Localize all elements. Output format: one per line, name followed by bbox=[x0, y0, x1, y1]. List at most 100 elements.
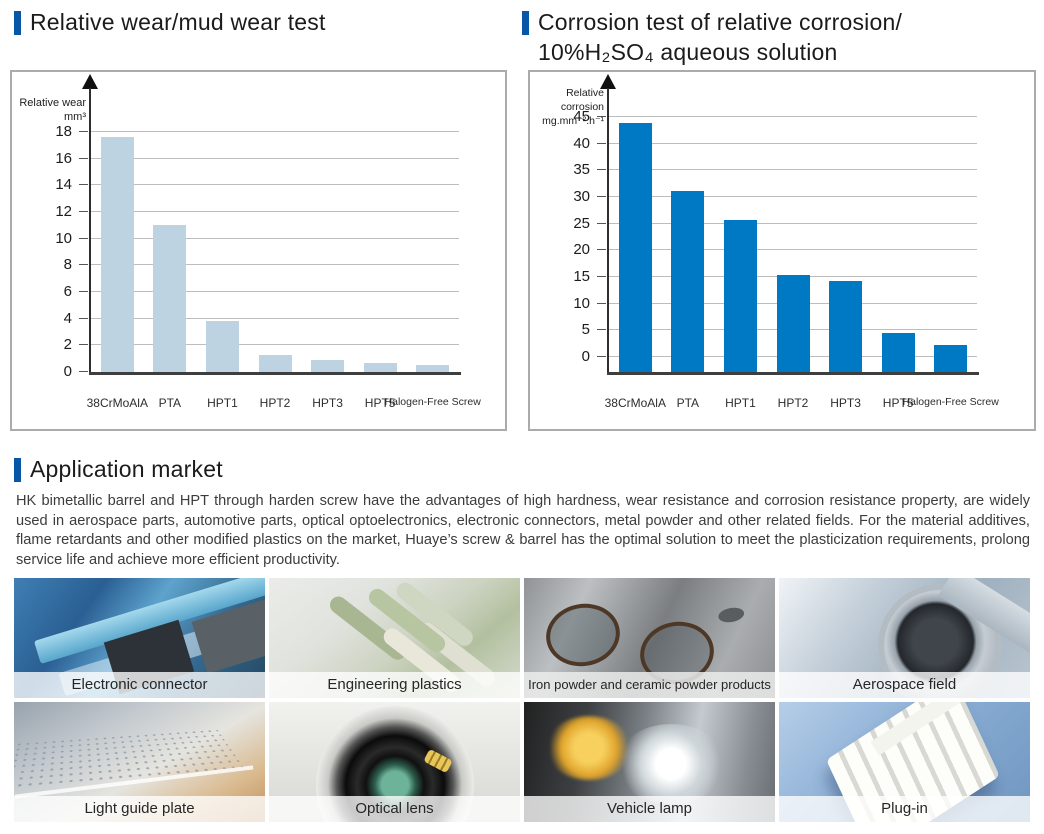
y-tick-mark bbox=[597, 222, 606, 224]
y-tick-label: 2 bbox=[63, 336, 72, 354]
gallery-caption: Light guide plate bbox=[14, 796, 265, 822]
x-category-label: HPT2 bbox=[259, 396, 291, 410]
gallery-caption: Vehicle lamp bbox=[524, 796, 775, 822]
y-axis-arrow-icon bbox=[82, 74, 98, 89]
bar-hpt2 bbox=[258, 354, 292, 372]
wear-y-ticks: 0 2 4 6 8 10 12 14 16 18 bbox=[12, 72, 89, 380]
y-tick-mark bbox=[597, 116, 606, 117]
x-category-label: HPT3 bbox=[830, 396, 861, 410]
y-tick-mark bbox=[597, 249, 606, 251]
y-tick-mark bbox=[597, 356, 606, 357]
gallery-caption: Plug-in bbox=[779, 796, 1030, 822]
corrosion-section-title: Corrosion test of relative corrosion/10%… bbox=[538, 7, 902, 67]
corrosion-y-ticks: 0 5 10 15 20 25 30 35 40 45 bbox=[530, 72, 607, 372]
y-tick-label: 8 bbox=[63, 256, 72, 274]
bar-hpt2 bbox=[776, 274, 810, 372]
x-category-label: HPT1 bbox=[207, 396, 238, 410]
y-axis-label-line: Relative corrosion bbox=[560, 87, 604, 113]
corrosion-x-labels: 38CrMoAlA PTA HPT1 HPT2 HPT3 HPT5 Halogen-Free… bbox=[605, 396, 999, 414]
x-category-label: 38CrMoAlA bbox=[86, 396, 148, 410]
x-category-label: HPT3 bbox=[312, 396, 343, 410]
bar-halogen-free-screw bbox=[934, 345, 968, 372]
wear-section-heading: Relative wear/mud wear test bbox=[14, 7, 326, 37]
y-tick-mark bbox=[79, 317, 88, 319]
gridline bbox=[91, 317, 459, 319]
y-tick-mark bbox=[79, 211, 88, 212]
y-axis-unit: mg.mm⁻².h⁻¹ bbox=[542, 115, 604, 127]
bar-hpt5 bbox=[363, 363, 397, 372]
corrosion-plot-area bbox=[609, 110, 977, 372]
x-axis-line bbox=[89, 372, 461, 375]
bar-pta bbox=[671, 190, 705, 372]
gridline bbox=[609, 142, 977, 144]
gallery-card-light-guide-plate: Light guide plate bbox=[14, 702, 265, 822]
gallery-caption: Iron powder and ceramic powder products bbox=[524, 672, 775, 698]
gridline bbox=[91, 344, 459, 346]
y-tick-label: 18 bbox=[55, 123, 72, 140]
y-tick-mark bbox=[79, 264, 88, 266]
x-category-label: Halogen-Free Screw bbox=[384, 396, 481, 408]
y-tick-mark bbox=[597, 329, 606, 331]
relative-wear-chart: Relative wear mm³ 0 2 4 6 8 10 12 14 16 18 38CrMo… bbox=[10, 70, 507, 431]
y-tick-label: 10 bbox=[573, 294, 590, 312]
bar-38crmoala bbox=[100, 137, 134, 372]
gallery-caption: Electronic connector bbox=[14, 672, 265, 698]
gallery-caption: Aerospace field bbox=[779, 672, 1030, 698]
application-section-title: Application market bbox=[30, 456, 223, 482]
gallery-card-aerospace-field: Aerospace field bbox=[779, 578, 1030, 698]
y-tick-label: 40 bbox=[573, 134, 590, 152]
gridline bbox=[91, 264, 459, 266]
y-tick-label: 5 bbox=[581, 321, 590, 339]
bar-pta bbox=[153, 225, 187, 372]
bar-hpt5 bbox=[881, 333, 915, 372]
y-axis-unit: mm³ bbox=[64, 111, 86, 123]
y-tick-label: 16 bbox=[55, 149, 72, 167]
wear-plot-area bbox=[91, 110, 459, 372]
application-gallery: Electronic connector Engineering plastic… bbox=[14, 578, 1030, 822]
y-tick-mark bbox=[79, 237, 88, 239]
y-tick-label: 30 bbox=[573, 188, 590, 205]
y-tick-label: 10 bbox=[55, 229, 72, 247]
x-category-label: PTA bbox=[676, 396, 700, 410]
y-tick-label: 0 bbox=[63, 363, 72, 380]
wear-y-axis-label: Relative wear mm³ bbox=[14, 96, 86, 124]
accent-bar bbox=[522, 11, 529, 35]
y-axis-line bbox=[607, 88, 609, 375]
corrosion-y-axis-label: Relative corrosion mg.mm⁻².h⁻¹ bbox=[532, 86, 604, 128]
gridline bbox=[609, 249, 977, 251]
y-tick-label: 35 bbox=[573, 161, 590, 179]
bar-halogen-free-screw bbox=[416, 365, 450, 372]
gallery-card-electronic-connector: Electronic connector bbox=[14, 578, 265, 698]
y-tick-label: 12 bbox=[55, 203, 72, 220]
bar-38crmoala bbox=[618, 123, 652, 372]
bar-hpt3 bbox=[829, 281, 863, 372]
gridline bbox=[91, 157, 459, 159]
y-tick-mark bbox=[79, 157, 88, 159]
gallery-card-optical-lens: Optical lens bbox=[269, 702, 520, 822]
x-category-label: HPT5 bbox=[364, 396, 396, 410]
corrosion-title-line1: Corrosion test of relative corrosion/ bbox=[538, 9, 903, 35]
relative-corrosion-chart: Relative corrosion mg.mm⁻².h⁻¹ 0 5 10 15 20 2… bbox=[528, 70, 1036, 431]
y-tick-mark bbox=[79, 291, 88, 292]
y-tick-label: 45 bbox=[573, 108, 590, 125]
gridline bbox=[609, 169, 977, 171]
gridline bbox=[91, 131, 459, 132]
gallery-card-engineering-plastics: Engineering plastics bbox=[269, 578, 520, 698]
gridline bbox=[609, 116, 977, 117]
x-category-label: HPT5 bbox=[882, 396, 914, 410]
wear-section-title: Relative wear/mud wear test bbox=[30, 9, 326, 35]
y-tick-mark bbox=[597, 302, 606, 304]
x-category-label: Halogen-Free Screw bbox=[902, 396, 999, 408]
y-tick-label: 15 bbox=[573, 268, 590, 285]
gallery-caption: Engineering plastics bbox=[269, 672, 520, 698]
accent-bar bbox=[14, 458, 21, 482]
gridline bbox=[91, 291, 459, 292]
x-category-label: 38CrMoAlA bbox=[604, 396, 666, 410]
gallery-card-plug-in: Plug-in bbox=[779, 702, 1030, 822]
gridline bbox=[609, 222, 977, 224]
y-tick-label: 4 bbox=[63, 309, 72, 327]
bar-hpt1 bbox=[205, 321, 239, 372]
y-axis-label-line: Relative wear bbox=[19, 97, 86, 109]
accent-bar bbox=[14, 11, 21, 35]
x-category-label: PTA bbox=[158, 396, 182, 410]
